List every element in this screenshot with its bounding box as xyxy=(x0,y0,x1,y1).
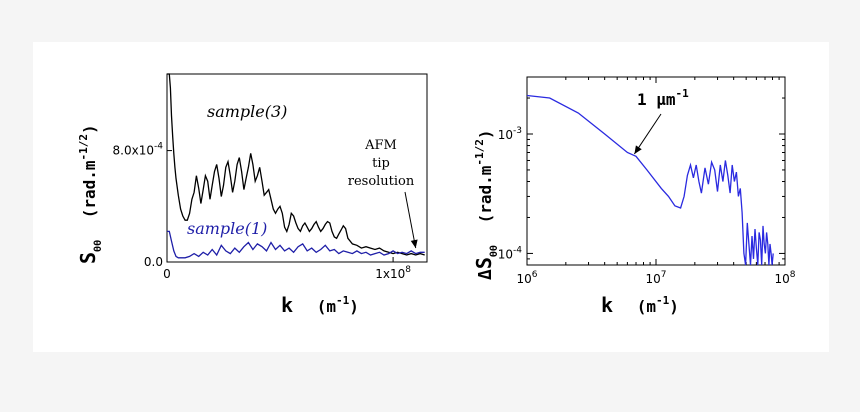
right-y-tick-label: 10-4 xyxy=(498,245,523,261)
1um-arrow xyxy=(633,113,662,155)
left-chart: 0 1x108 0.0 8.0x10-4 sample(3) sample(1) AF… xyxy=(76,73,428,317)
left-y-tick-label-exp: -4 xyxy=(154,142,163,152)
right-x-tick-label: 106 xyxy=(516,270,537,286)
figure-panel: 0 1x108 0.0 8.0x10-4 sample(3) sample(1) AF… xyxy=(33,42,829,352)
left-y-tick-label: 8.0x10-4 xyxy=(113,142,164,158)
annotation-1um: 1 μm-1 xyxy=(637,87,689,109)
left-y-label-unit: (rad.m xyxy=(80,160,99,218)
left-y-tick-label-base: 0.0 xyxy=(144,255,163,269)
right-y-tick-label-exp: -3 xyxy=(513,126,522,136)
left-x-label-close: ) xyxy=(349,297,359,316)
right-x-tick-label-base: 10 xyxy=(774,272,789,286)
left-x-tick-label: 0 xyxy=(163,267,171,281)
right-x-label-unit: (m xyxy=(637,297,657,316)
right-x-tick-label-exp: 7 xyxy=(661,270,667,280)
right-y-label-delta: Δ xyxy=(475,269,496,280)
right-y-label-exp: -1/2 xyxy=(473,139,486,166)
right-x-tick-label-base: 10 xyxy=(516,272,531,286)
left-x-label-unit: (m xyxy=(317,297,337,316)
left-x-label-k: k xyxy=(281,293,293,317)
right-y-tick-label-base: 10 xyxy=(498,128,513,142)
right-y-tick-label-exp: -4 xyxy=(513,245,522,255)
annotation-afm: AFM xyxy=(364,138,397,153)
right-x-tick-label: 107 xyxy=(645,270,666,286)
annotation-1um-exp: -1 xyxy=(676,87,690,100)
left-y-label-exp: -1/2 xyxy=(77,134,90,161)
left-x-label-exp: -1 xyxy=(336,294,350,307)
annotation-resolution: resolution xyxy=(348,174,415,189)
annotation-1um-text: 1 μm xyxy=(637,90,676,109)
afm-arrow-shaft xyxy=(404,191,417,249)
1um-arrow-shaft xyxy=(633,113,662,155)
annotation-sample3: sample(3) xyxy=(207,102,287,121)
left-series xyxy=(167,73,425,259)
right-series xyxy=(526,94,774,266)
left-series-line-2 xyxy=(167,230,425,259)
right-y-axis-label: ΔSθθ (rad.m-1/2) xyxy=(472,129,501,280)
left-x-tick-label-base: 0 xyxy=(163,267,171,281)
annotation-sample1: sample(1) xyxy=(187,219,267,238)
right-y-label-s: S xyxy=(472,257,496,269)
right-y-tick-label-base: 10 xyxy=(498,247,513,261)
right-x-axis-label: k (m-1) xyxy=(601,293,679,317)
right-x-label-close: ) xyxy=(669,297,679,316)
right-x-tick-label: 108 xyxy=(774,270,795,286)
left-y-tick-label-base: 8.0x10 xyxy=(113,144,154,158)
right-y-label-unit: (rad.m xyxy=(476,165,495,223)
left-x-tick-label-base: 1x10 xyxy=(375,267,405,281)
right-x-tick-label-exp: 8 xyxy=(790,270,796,280)
left-series-line-1 xyxy=(167,73,425,256)
right-y-tick-label: 10-3 xyxy=(498,126,522,142)
left-ticks: 0 1x108 0.0 8.0x10-4 xyxy=(113,142,412,281)
right-y-label-close: ) xyxy=(476,129,495,139)
afm-arrow xyxy=(404,191,418,249)
1um-arrow-head xyxy=(634,145,642,154)
left-x-axis-label: k (m-1) xyxy=(281,293,359,317)
afm-arrow-head xyxy=(410,239,418,249)
right-x-tick-label-base: 10 xyxy=(645,272,660,286)
left-y-axis-label: Sθθ (rad.m-1/2) xyxy=(76,124,105,264)
right-x-label-exp: -1 xyxy=(656,294,670,307)
right-x-label-k: k xyxy=(601,293,613,317)
left-x-tick-label: 1x108 xyxy=(375,265,411,281)
left-y-label-close: ) xyxy=(80,124,99,134)
annotation-tip: tip xyxy=(372,156,390,171)
left-y-label-sub: θθ xyxy=(93,240,104,252)
right-x-tick-label-exp: 6 xyxy=(532,270,538,280)
left-plot-frame xyxy=(166,73,428,263)
left-y-tick-label: 0.0 xyxy=(144,255,163,269)
right-y-label-sub: θθ xyxy=(489,245,500,257)
right-series-line-1 xyxy=(526,94,774,266)
left-y-label-s: S xyxy=(76,252,100,264)
left-x-tick-label-exp: 8 xyxy=(405,265,411,275)
